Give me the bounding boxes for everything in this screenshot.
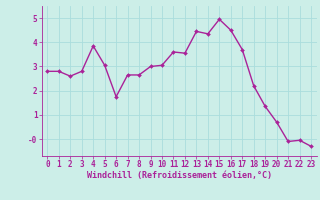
X-axis label: Windchill (Refroidissement éolien,°C): Windchill (Refroidissement éolien,°C) xyxy=(87,171,272,180)
